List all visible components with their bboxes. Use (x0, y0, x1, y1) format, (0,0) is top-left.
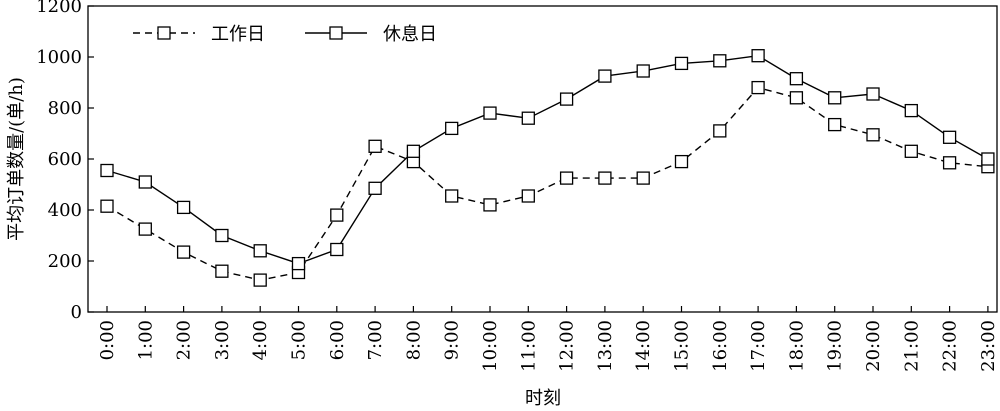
data-point (636, 64, 650, 78)
data-point (942, 130, 957, 144)
x-tick-label: 1:00 (135, 320, 156, 360)
data-point (866, 128, 880, 142)
data-point (330, 242, 344, 257)
data-point (751, 80, 765, 95)
x-tick-label: 15:00 (672, 320, 693, 372)
data-point (483, 198, 497, 212)
y-axis: 0 200 400 600 800 1000 1200 (36, 0, 94, 323)
x-tick-label: 5:00 (289, 320, 310, 360)
series-line (106, 54, 989, 265)
y-axis-label: 平均订单数量/(单/h) (6, 77, 27, 241)
data-point (713, 124, 727, 138)
data-point (138, 222, 152, 236)
legend-item: 工作日 (133, 24, 265, 45)
y-tick-label: 0 (71, 302, 82, 323)
y-tick-label: 800 (48, 98, 82, 119)
data-point (483, 106, 497, 120)
legend: 工作日 休息日 (133, 24, 437, 45)
data-point (100, 199, 114, 213)
data-point (100, 163, 114, 178)
data-point (674, 154, 689, 169)
x-axis-label: 时刻 (525, 388, 561, 409)
data-point (406, 144, 421, 158)
y-tick-label: 1000 (36, 47, 82, 68)
x-tick-label: 19:00 (825, 320, 846, 372)
data-point (138, 175, 152, 189)
data-point (674, 56, 689, 71)
x-tick-label: 4:00 (250, 320, 271, 360)
data-point (866, 87, 880, 101)
y-tick-label: 600 (48, 149, 82, 170)
data-point (368, 139, 382, 153)
x-axis: 0:00 1:00 2:00 3:00 4:00 5:00 6:00 7:00 8:00 9:00… (97, 306, 999, 372)
series-1 (100, 80, 995, 287)
data-point (559, 171, 574, 185)
x-tick-label: 7:00 (365, 320, 386, 360)
x-tick-label: 18:00 (786, 320, 807, 372)
x-tick-label: 11:00 (518, 320, 539, 372)
data-point (751, 49, 765, 63)
x-tick-label: 3:00 (212, 320, 233, 360)
x-tick-label: 16:00 (710, 320, 731, 372)
x-tick-label: 2:00 (174, 320, 195, 360)
data-point (904, 103, 918, 118)
data-point (176, 200, 191, 215)
x-tick-label: 20:00 (863, 320, 884, 372)
data-point (521, 111, 535, 125)
x-tick-label: 22:00 (940, 320, 961, 372)
legend-marker (157, 26, 171, 40)
x-tick-label: 9:00 (442, 320, 463, 360)
legend-marker (329, 26, 343, 40)
data-point (942, 156, 957, 170)
data-point (330, 208, 344, 222)
data-point (713, 54, 727, 68)
x-tick-label: 13:00 (595, 320, 616, 372)
data-point (291, 256, 306, 271)
data-point (789, 91, 804, 105)
data-point (253, 273, 267, 287)
data-point (828, 91, 842, 105)
data-point (368, 181, 382, 195)
y-tick-label: 200 (48, 251, 82, 272)
data-point (176, 245, 191, 259)
legend-label: 休息日 (383, 24, 437, 45)
x-tick-label: 0:00 (97, 320, 118, 360)
x-tick-label: 10:00 (480, 320, 501, 372)
data-point (215, 228, 229, 243)
x-tick-label: 6:00 (327, 320, 348, 360)
series-2 (100, 49, 995, 271)
data-point (828, 117, 842, 132)
data-point (904, 144, 918, 158)
data-point (445, 189, 459, 203)
x-tick-label: 23:00 (978, 320, 999, 372)
data-point (981, 152, 995, 166)
x-tick-label: 8:00 (403, 320, 424, 360)
x-tick-label: 17:00 (748, 320, 769, 372)
y-tick-label: 400 (48, 200, 82, 221)
data-point (215, 264, 229, 278)
x-tick-label: 21:00 (901, 320, 922, 372)
data-point (598, 171, 612, 185)
data-point (789, 72, 804, 86)
data-point (445, 121, 459, 136)
series-line (106, 86, 988, 281)
data-point (253, 244, 267, 258)
y-tick-label: 1200 (36, 0, 82, 17)
legend-item: 休息日 (305, 24, 437, 45)
x-tick-label: 14:00 (633, 320, 654, 372)
data-point (521, 189, 535, 203)
data-point (636, 171, 650, 185)
legend-label: 工作日 (211, 24, 265, 45)
x-tick-label: 12:00 (557, 320, 578, 372)
data-point (598, 69, 612, 83)
series-layer (100, 49, 995, 287)
data-point (559, 92, 574, 106)
